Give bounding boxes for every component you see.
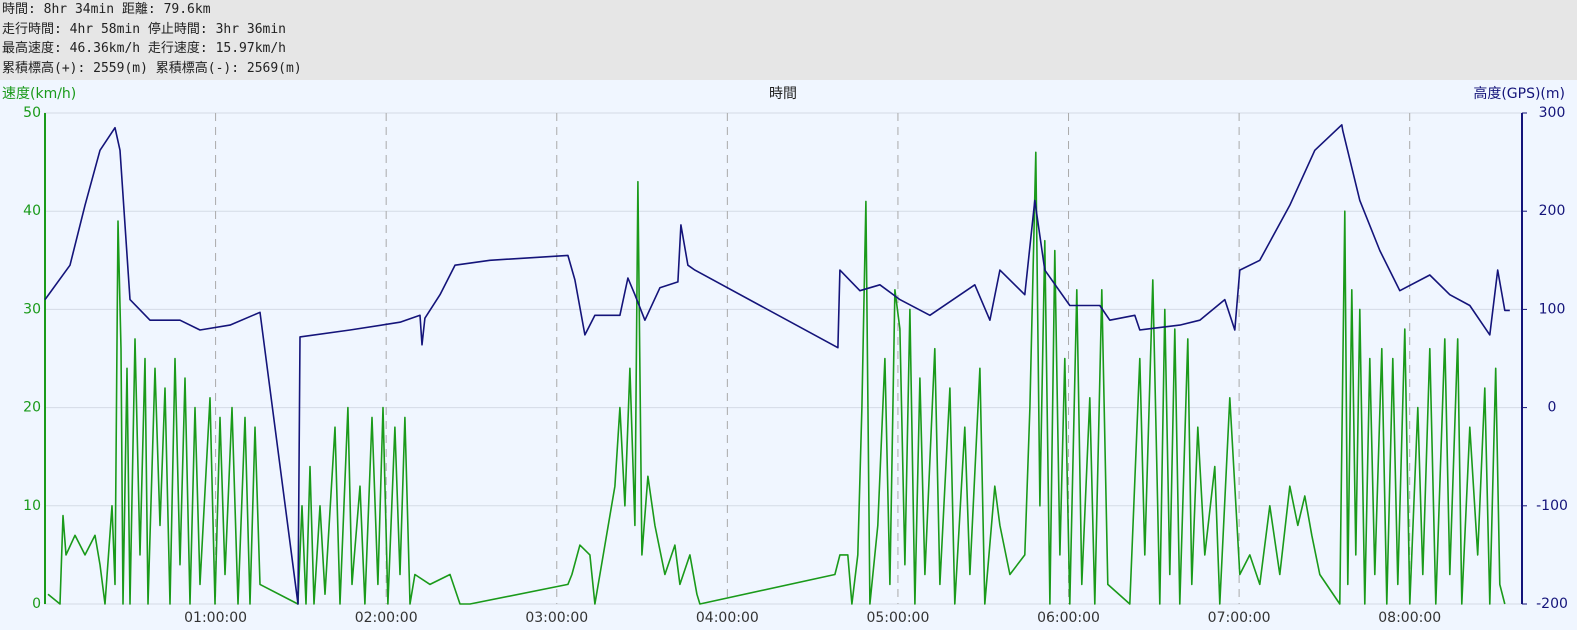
y2-tick-label: 100: [1539, 301, 1566, 317]
y-tick-label: 50: [23, 105, 41, 121]
summary-line: 累積標高(+): 2559(m) 累積標高(-): 2569(m): [2, 60, 302, 76]
data-line: [47, 151, 1506, 605]
summary-line: 最高速度: 46.36km/h 走行速度: 15.97km/h: [2, 41, 287, 56]
y2-tick-label: 200: [1539, 203, 1566, 219]
y-tick-label: 30: [23, 301, 41, 317]
x-tick-label: 02:00:00: [355, 610, 418, 626]
chart: 速度(km/h) 時間 高度(GPS)(m) 0 10 20 30 40 50 -200 -1…: [2, 85, 1568, 626]
y-tick-label: 10: [23, 498, 41, 514]
x-tick-label: 08:00:00: [1378, 610, 1441, 626]
y2-axis-title: 高度(GPS)(m): [1473, 85, 1565, 102]
data-line: [44, 124, 1510, 605]
x-axis-title: 時間: [769, 86, 797, 102]
summary-line: 時間: 8hr 34min 距離: 79.6km: [2, 2, 211, 17]
y-tick-label: 0: [32, 596, 41, 612]
y2-tick-label: 0: [1548, 400, 1557, 416]
x-tick-label: 07:00:00: [1208, 610, 1271, 626]
summary-line: 走行時間: 4hr 58min 停止時間: 3hr 36min: [2, 21, 287, 37]
y2-tick-label: -200: [1536, 596, 1568, 612]
y-tick-label: 40: [23, 203, 41, 219]
x-tick-label: 05:00:00: [866, 610, 929, 626]
y2-tick-label: -100: [1536, 498, 1568, 514]
x-tick-label: 01:00:00: [184, 610, 247, 626]
y-axis-title: 速度(km/h): [2, 86, 76, 102]
y2-tick-label: 300: [1539, 105, 1566, 121]
summary-header: 時間: 8hr 34min 距離: 79.6km 走行時間: 4hr 58min…: [0, 0, 1577, 80]
y-tick-label: 20: [23, 400, 41, 416]
plot-area: [44, 112, 1523, 605]
x-tick-label: 04:00:00: [696, 610, 759, 626]
x-tick-label: 03:00:00: [525, 610, 588, 626]
x-tick-label: 06:00:00: [1037, 610, 1100, 626]
